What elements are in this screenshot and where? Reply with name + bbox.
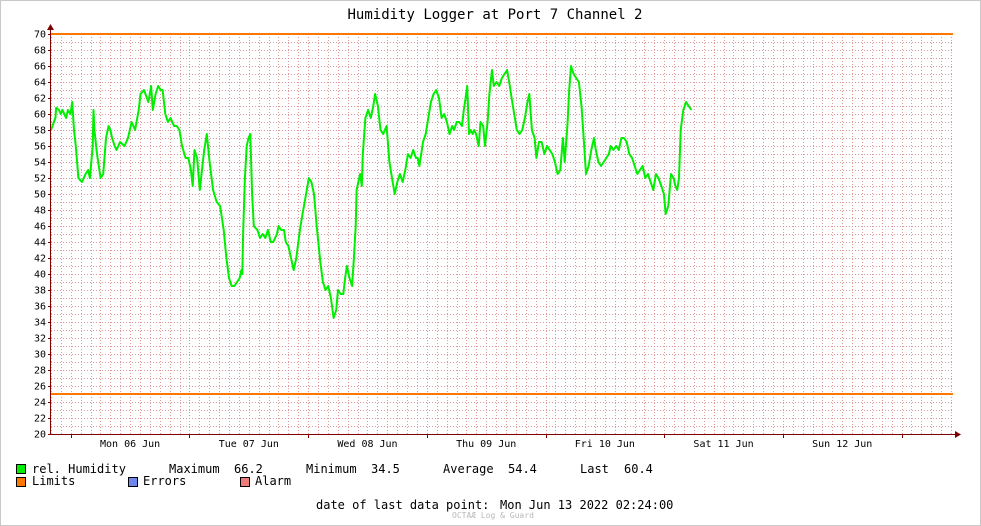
y-tick-label: 50 (34, 190, 46, 201)
y-tick-label: 46 (34, 222, 46, 233)
y-tick-label: 20 (34, 430, 46, 441)
alarm-legend-label: Alarm (255, 474, 292, 488)
stat-last-label: Last (580, 462, 609, 476)
humidity-series (50, 65, 693, 319)
y-tick-label: 30 (34, 350, 46, 361)
humidity-legend-swatch (16, 464, 26, 474)
y-tick-labels: 20 22 24 26 28 30 32 34 36 38 40 42 44 46 48 50 52 54 56 58… (34, 30, 46, 441)
x-tick-label: Mon 06 Jun (100, 439, 160, 450)
humidity-legend-label: rel. Humidity (32, 462, 126, 476)
y-tick-label: 68 (34, 46, 46, 57)
x-axis-arrow (955, 431, 961, 438)
y-tick-label: 40 (34, 270, 46, 281)
stat-last-value: 60.4 (624, 462, 653, 476)
x-tick-label: Fri 10 Jun (575, 439, 635, 450)
axes (47, 24, 961, 438)
stat-average-value: 54.4 (508, 462, 537, 476)
y-tick-label: 66 (34, 62, 46, 73)
y-tick-label: 36 (34, 302, 46, 313)
x-tick-label: Sun 12 Jun (812, 439, 872, 450)
humidity-line (50, 65, 693, 319)
y-tick-label: 52 (34, 174, 46, 185)
limits-legend-swatch (16, 477, 26, 487)
y-tick-label: 38 (34, 286, 46, 297)
alarm-legend-swatch (240, 477, 250, 487)
y-gridlines (51, 34, 953, 427)
y-tick-label: 24 (34, 398, 46, 409)
y-tick-label: 64 (34, 78, 46, 89)
stat-minimum-label: Minimum (306, 462, 357, 476)
limit-lines (51, 33, 953, 395)
y-tick-label: 44 (34, 238, 46, 249)
x-tick-labels: Mon 06 Jun Tue 07 Jun Wed 08 Jun Thu 09 Jun… (100, 439, 872, 450)
chart-title: Humidity Logger at Port 7 Channel 2 (347, 7, 642, 23)
y-tick-label: 48 (34, 206, 46, 217)
x-tick-label: Wed 08 Jun (337, 439, 397, 450)
stat-average-label: Average (443, 462, 494, 476)
y-tick-label: 56 (34, 142, 46, 153)
last-point-value: Mon Jun 13 2022 02:24:00 (500, 498, 674, 512)
y-tick-label: 54 (34, 158, 46, 169)
y-tick-label: 22 (34, 414, 46, 425)
y-tick-label: 28 (34, 366, 46, 377)
watermark: OCTAÆ Log & Guard (452, 511, 534, 520)
errors-legend-label: Errors (143, 474, 187, 488)
stat-maximum-value: 66.2 (234, 462, 263, 476)
stat-maximum-label: Maximum (169, 462, 220, 476)
y-tick-label: 34 (34, 318, 46, 329)
limits-legend-label: Limits (32, 474, 76, 488)
y-tick-label: 70 (34, 30, 46, 41)
last-point-label: date of last data point: (316, 498, 490, 512)
stat-minimum-value: 34.5 (371, 462, 400, 476)
x-tick-label: Sat 11 Jun (693, 439, 753, 450)
y-tick-label: 58 (34, 126, 46, 137)
errors-legend-swatch (128, 477, 138, 487)
y-axis-arrow (47, 24, 54, 30)
x-tick-label: Tue 07 Jun (219, 439, 279, 450)
x-gridlines (51, 34, 952, 434)
y-tick-label: 60 (34, 110, 46, 121)
x-tick-label: Thu 09 Jun (456, 439, 516, 450)
y-tick-label: 42 (34, 254, 46, 265)
y-tick-label: 32 (34, 334, 46, 345)
y-tick-label: 62 (34, 94, 46, 105)
y-tick-label: 26 (34, 382, 46, 393)
